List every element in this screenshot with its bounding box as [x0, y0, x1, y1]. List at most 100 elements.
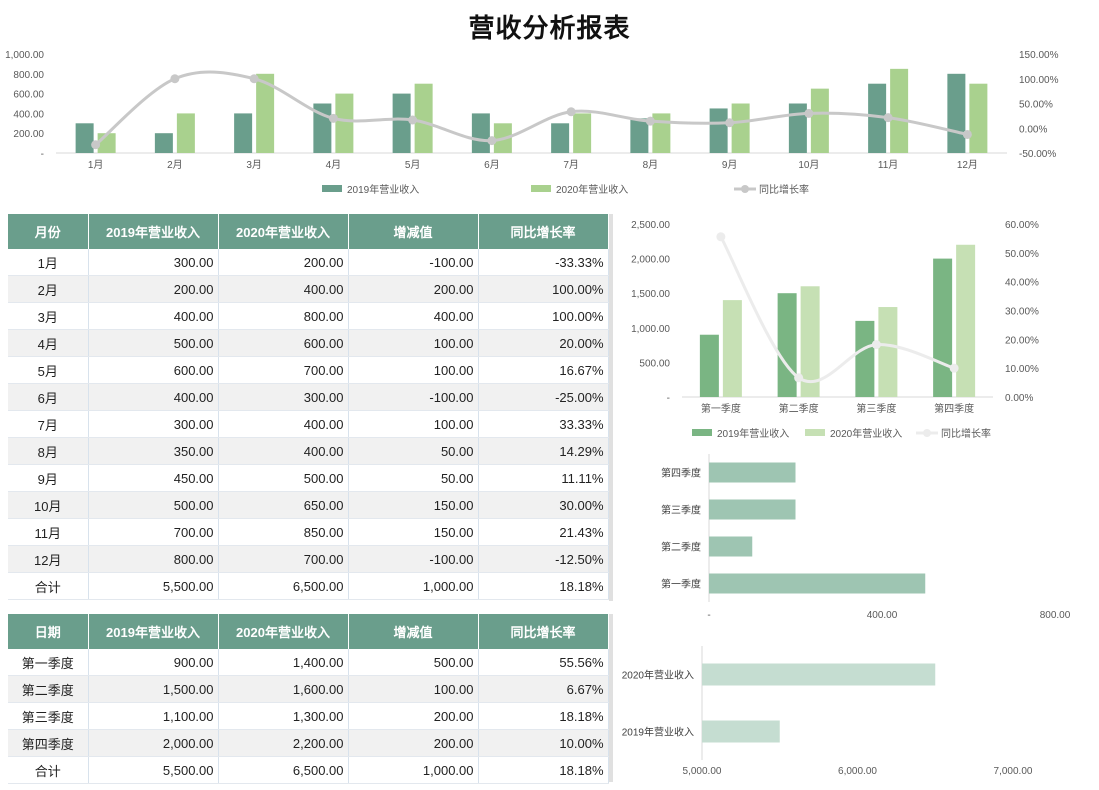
monthly-table-cell: 100.00%	[478, 302, 609, 330]
bar-2019	[551, 123, 570, 153]
legend-label: 同比增长率	[941, 427, 991, 440]
category-label: 第二季度	[661, 541, 701, 554]
growth-rate-line	[719, 236, 955, 384]
quarter-table-cell: 2,200.00	[218, 729, 349, 757]
growth-rate-point	[962, 129, 972, 139]
y2-tick-label: 0.00%	[1005, 393, 1033, 404]
quarter-table-cell: 1,000.00	[348, 756, 479, 784]
monthly-table-cell: 6,500.00	[218, 572, 349, 600]
monthly-table-row: 9月 450.00 500.00 50.00 11.11%	[8, 464, 609, 492]
x-tick-label: 第四季度	[934, 402, 974, 415]
table-separator	[609, 214, 613, 601]
quarter-table-row: 第二季度 1,500.00 1,600.00 100.00 6.67%	[8, 675, 609, 703]
monthly-table-cell: 600.00	[88, 356, 219, 384]
x-tick-label: 4月	[326, 159, 342, 171]
monthly-table-cell: 650.00	[218, 491, 349, 519]
monthly-table-cell: 14.29%	[478, 437, 609, 465]
quarter-table-cell: 500.00	[348, 649, 479, 676]
monthly-table-cell: 400.00	[88, 383, 219, 411]
annual-total-chart: 2019年营业收入 2020年营业收入 5,000.00 6,000.00 7,000.…	[622, 646, 1033, 777]
bar-2020	[176, 113, 195, 153]
monthly-table-cell: 500.00	[88, 329, 219, 357]
legend-swatch-dot	[741, 185, 749, 193]
quarter-table-cell: 18.18%	[478, 702, 609, 730]
category-label: 第一季度	[661, 578, 701, 591]
quarterly-increase-chart: 第一季度 第二季度 第三季度 第四季度 - 400.00 800.00	[661, 454, 1071, 621]
growth-rate-point	[91, 140, 101, 150]
x-tick-label: 10月	[798, 159, 819, 171]
x-tick-label: 第二季度	[779, 402, 819, 415]
quarter-table-row: 第一季度 900.00 1,400.00 500.00 55.56%	[8, 649, 609, 676]
growth-rate-point	[725, 118, 735, 128]
monthly-table-cell: 20.00%	[478, 329, 609, 357]
monthly-table-header-cell: 月份	[8, 214, 89, 249]
table-separator	[609, 614, 613, 782]
bar-2020	[335, 93, 354, 153]
monthly-table-cell: 18.18%	[478, 572, 609, 600]
growth-rate-point	[487, 136, 497, 146]
monthly-table-cell: 11.11%	[478, 464, 609, 492]
y-tick-label: 1,000.00	[5, 50, 44, 61]
y2-tick-label: 20.00%	[1005, 335, 1039, 346]
x-tick-label: 第三季度	[856, 402, 896, 415]
bar-2019	[709, 108, 728, 153]
monthly-table-cell: 700.00	[218, 545, 349, 573]
growth-rate-point	[249, 74, 259, 84]
x-tick-label: 1月	[88, 159, 104, 171]
monthly-table-cell: 1,000.00	[348, 572, 479, 600]
bar-2020	[256, 73, 275, 153]
quarter-table-cell: 55.56%	[478, 649, 609, 676]
quarter-table-cell: 第二季度	[8, 675, 89, 703]
monthly-table-cell: 150.00	[348, 518, 479, 546]
bar-2019	[777, 293, 797, 397]
bar-2019	[788, 103, 807, 153]
monthly-table-cell: -12.50%	[478, 545, 609, 573]
monthly-table-cell: 50.00	[348, 437, 479, 465]
monthly-table-cell: 700.00	[88, 518, 219, 546]
bar-2020	[969, 83, 988, 153]
bar-2020	[800, 286, 820, 397]
monthly-table-row: 2月 200.00 400.00 200.00 100.00%	[8, 275, 609, 303]
monthly-table-cell: 50.00	[348, 464, 479, 492]
y2-tick-label: 10.00%	[1005, 364, 1039, 375]
quarter-table-header-cell: 2019年营业收入	[88, 614, 219, 649]
monthly-table-cell: 200.00	[348, 275, 479, 303]
bar-2019	[630, 118, 649, 153]
quarter-table-cell: 第四季度	[8, 729, 89, 757]
monthly-table-header-cell: 2020年营业收入	[218, 214, 349, 249]
x-tick-label: 第一季度	[701, 402, 741, 415]
monthly-table-header-cell: 同比增长率	[478, 214, 609, 249]
y2-tick-label: 60.00%	[1005, 220, 1039, 231]
legend-swatch-dot	[923, 429, 931, 437]
monthly-table-cell: 400.00	[218, 437, 349, 465]
bar-2019	[154, 133, 173, 153]
y-tick-label: 2,500.00	[631, 220, 670, 231]
monthly-table-cell: 16.67%	[478, 356, 609, 384]
legend-label: 2020年营业收入	[556, 183, 628, 196]
legend-swatch	[531, 185, 551, 192]
monthly-table-cell: 7月	[8, 410, 89, 438]
monthly-table-cell: 100.00	[348, 410, 479, 438]
quarter-table-cell: 6,500.00	[218, 756, 349, 784]
monthly-table-row: 5月 600.00 700.00 100.00 16.67%	[8, 356, 609, 384]
monthly-table-cell: 500.00	[88, 491, 219, 519]
legend-label: 同比增长率	[759, 183, 809, 196]
monthly-table-row: 3月 400.00 800.00 400.00 100.00%	[8, 302, 609, 330]
monthly-table-cell: 800.00	[88, 545, 219, 573]
monthly-table-row: 1月 300.00 200.00 -100.00 -33.33%	[8, 249, 609, 276]
monthly-table-row: 11月 700.00 850.00 150.00 21.43%	[8, 518, 609, 546]
x-tick-label: 800.00	[1040, 610, 1071, 621]
x-tick-label: -	[707, 610, 710, 621]
y-tick-label: 1,500.00	[631, 289, 670, 300]
x-tick-label: 3月	[246, 159, 262, 171]
x-tick-label: 8月	[643, 159, 659, 171]
monthly-table-cell: 100.00%	[478, 275, 609, 303]
quarter-table-cell: 2,000.00	[88, 729, 219, 757]
x-tick-label: 7,000.00	[994, 766, 1033, 777]
y-tick-label: 1,000.00	[631, 324, 670, 335]
growth-rate-point	[949, 363, 959, 373]
y2-tick-label: 0.00%	[1019, 124, 1047, 135]
bar-2019	[947, 73, 966, 153]
monthly-table-cell: 5,500.00	[88, 572, 219, 600]
y-tick-label: -	[667, 393, 670, 404]
